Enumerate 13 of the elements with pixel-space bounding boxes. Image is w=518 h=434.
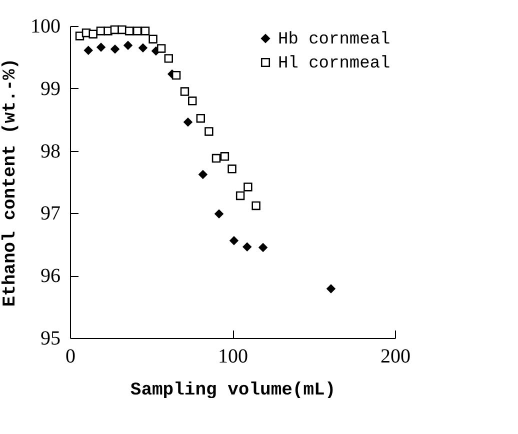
x-tick-label: 0: [66, 346, 76, 368]
legend-label: Hb cornmeal: [278, 30, 390, 50]
x-axis-title: Sampling volume(mL): [130, 380, 336, 400]
y-tick-label: 95: [40, 328, 60, 350]
y-tick-label: 97: [40, 202, 60, 225]
legend-label: Hl cornmeal: [278, 54, 390, 74]
y-tick-label: 98: [40, 140, 60, 162]
y-tick-label: 99: [40, 78, 60, 100]
y-tick-label: 96: [40, 265, 60, 288]
x-tick-label: 200: [380, 346, 410, 368]
y-axis-title: Ethanol content (wt.-%): [0, 58, 20, 307]
x-tick-label: 100: [218, 346, 248, 368]
y-tick-label: 100: [30, 16, 60, 38]
